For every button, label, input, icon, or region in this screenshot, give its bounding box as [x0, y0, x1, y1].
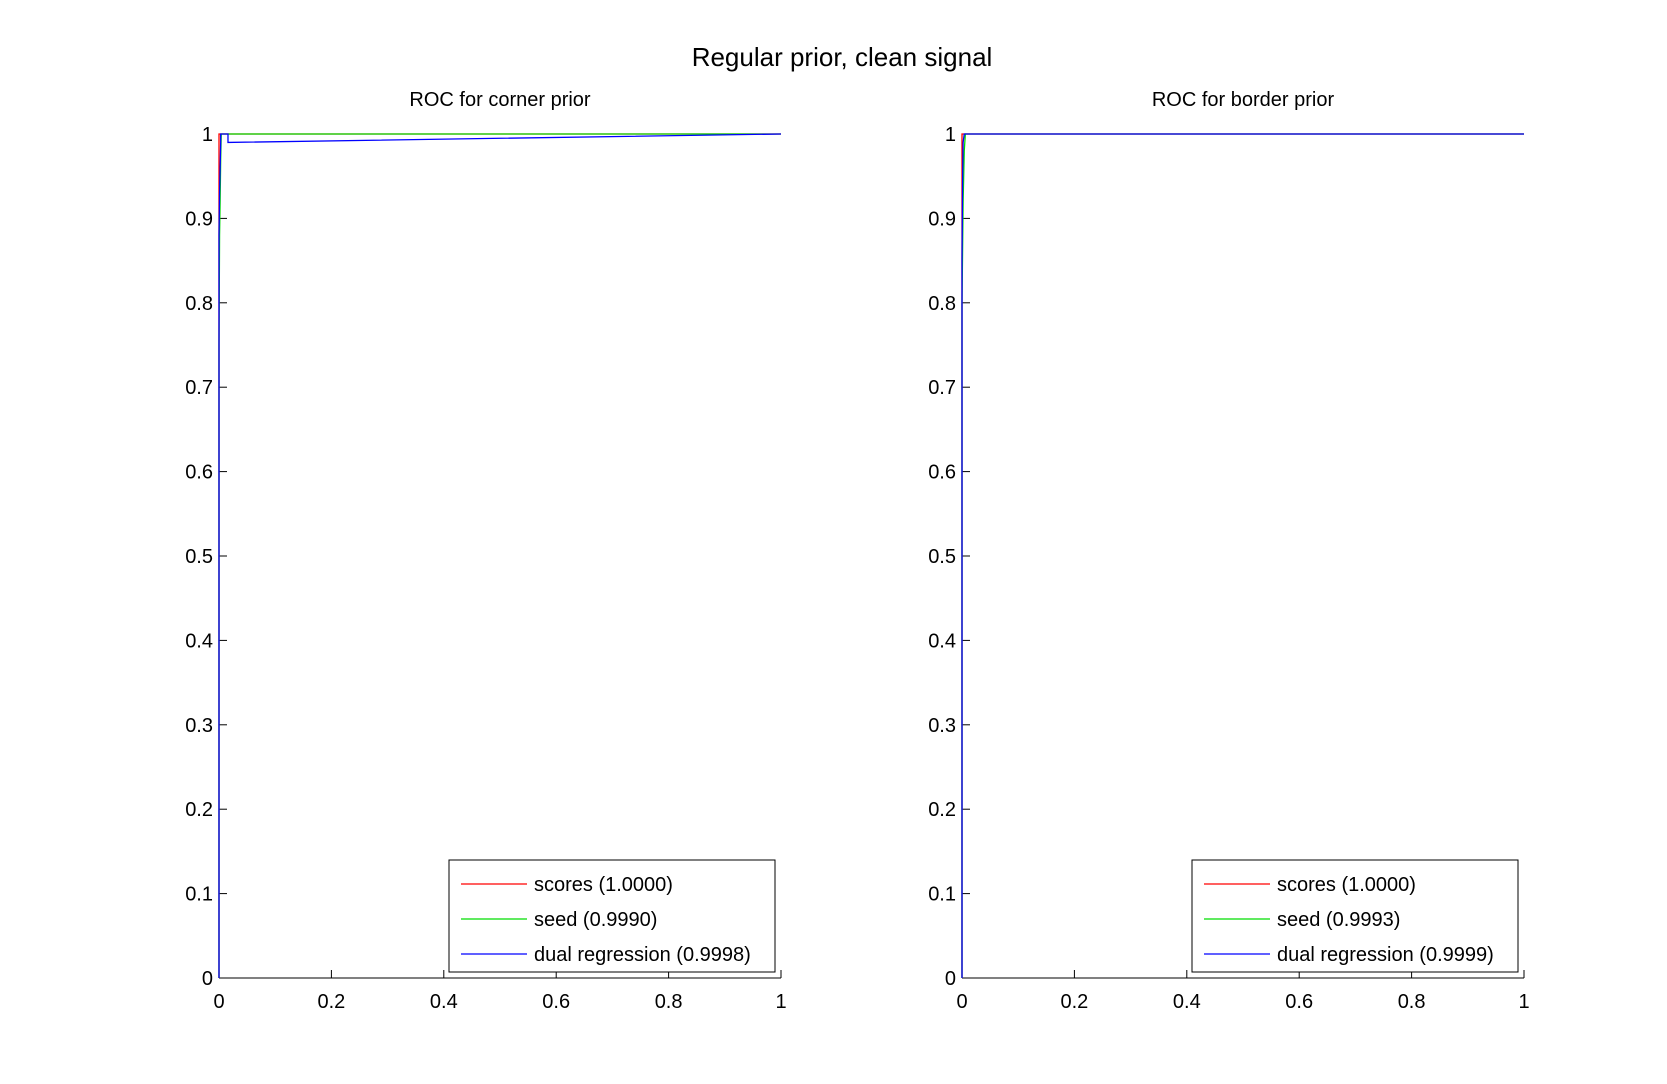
y-tick-label: 0.7 — [185, 377, 213, 399]
chart-title: ROC for border prior — [1152, 89, 1335, 111]
y-tick-label: 0.9 — [185, 208, 213, 230]
x-tick-label: 0.4 — [1173, 991, 1201, 1013]
y-tick-label: 0.9 — [928, 208, 956, 230]
y-tick-label: 0.4 — [185, 630, 213, 652]
series-line-2 — [961, 133, 1524, 978]
x-tick-label: 1 — [1518, 991, 1529, 1013]
y-tick-label: 0.8 — [185, 293, 213, 315]
y-tick-label: 0.4 — [928, 630, 956, 652]
y-tick-label: 1 — [202, 124, 213, 146]
legend-box — [1191, 859, 1519, 973]
legend-label: dual regression (0.9999) — [1277, 944, 1494, 966]
y-tick-label: 0.2 — [928, 799, 956, 821]
y-tick-label: 0 — [945, 968, 956, 990]
y-tick-label: 0.7 — [928, 377, 956, 399]
chart-panel: ROC for border prior 0 0.2 0.4 0.6 0.8 1 0 0.1 0.… — [928, 89, 1529, 1013]
legend-label: scores (1.0000) — [1277, 874, 1416, 896]
legend-label: scores (1.0000) — [534, 874, 673, 896]
x-tick-label: 0.8 — [1398, 991, 1426, 1013]
x-tick-label: 0 — [956, 991, 967, 1013]
y-tick-label: 0.8 — [928, 293, 956, 315]
legend: scores (1.0000) seed (0.9990) dual regress… — [448, 859, 776, 973]
legend-box — [448, 859, 776, 973]
y-tick-label: 0 — [202, 968, 213, 990]
y-tick-label: 0.3 — [185, 715, 213, 737]
x-tick-label: 0.4 — [430, 991, 458, 1013]
y-tick-label: 0.1 — [928, 884, 956, 906]
chart-panel: ROC for corner prior 0 0.2 0.4 0.6 0.8 1 0 0.1 0.… — [185, 89, 786, 1013]
y-tick-label: 0.2 — [185, 799, 213, 821]
x-tick-label: 0.2 — [1060, 991, 1088, 1013]
chart-title: ROC for corner prior — [409, 89, 590, 111]
figure-title: Regular prior, clean signal — [692, 42, 993, 72]
y-tick-label: 0.1 — [185, 884, 213, 906]
x-tick-label: 0.2 — [317, 991, 345, 1013]
legend-label: seed (0.9993) — [1277, 909, 1400, 931]
y-tick-label: 0.3 — [928, 715, 956, 737]
y-tick-label: 0.5 — [928, 546, 956, 568]
x-tick-label: 1 — [775, 991, 786, 1013]
x-tick-label: 0.6 — [542, 991, 570, 1013]
x-tick-label: 0.8 — [655, 991, 683, 1013]
series-line-0 — [961, 133, 1524, 978]
y-tick-label: 0.6 — [928, 462, 956, 484]
legend: scores (1.0000) seed (0.9993) dual regress… — [1191, 859, 1519, 973]
x-tick-label: 0.6 — [1285, 991, 1313, 1013]
legend-label: seed (0.9990) — [534, 909, 657, 931]
series-line-1 — [961, 133, 1524, 978]
y-tick-label: 0.5 — [185, 546, 213, 568]
y-tick-label: 0.6 — [185, 462, 213, 484]
x-tick-label: 0 — [213, 991, 224, 1013]
series-line-0 — [218, 133, 781, 978]
legend-label: dual regression (0.9998) — [534, 944, 751, 966]
y-tick-label: 1 — [945, 124, 956, 146]
series-line-2 — [218, 133, 782, 978]
series-line-1 — [218, 133, 781, 978]
